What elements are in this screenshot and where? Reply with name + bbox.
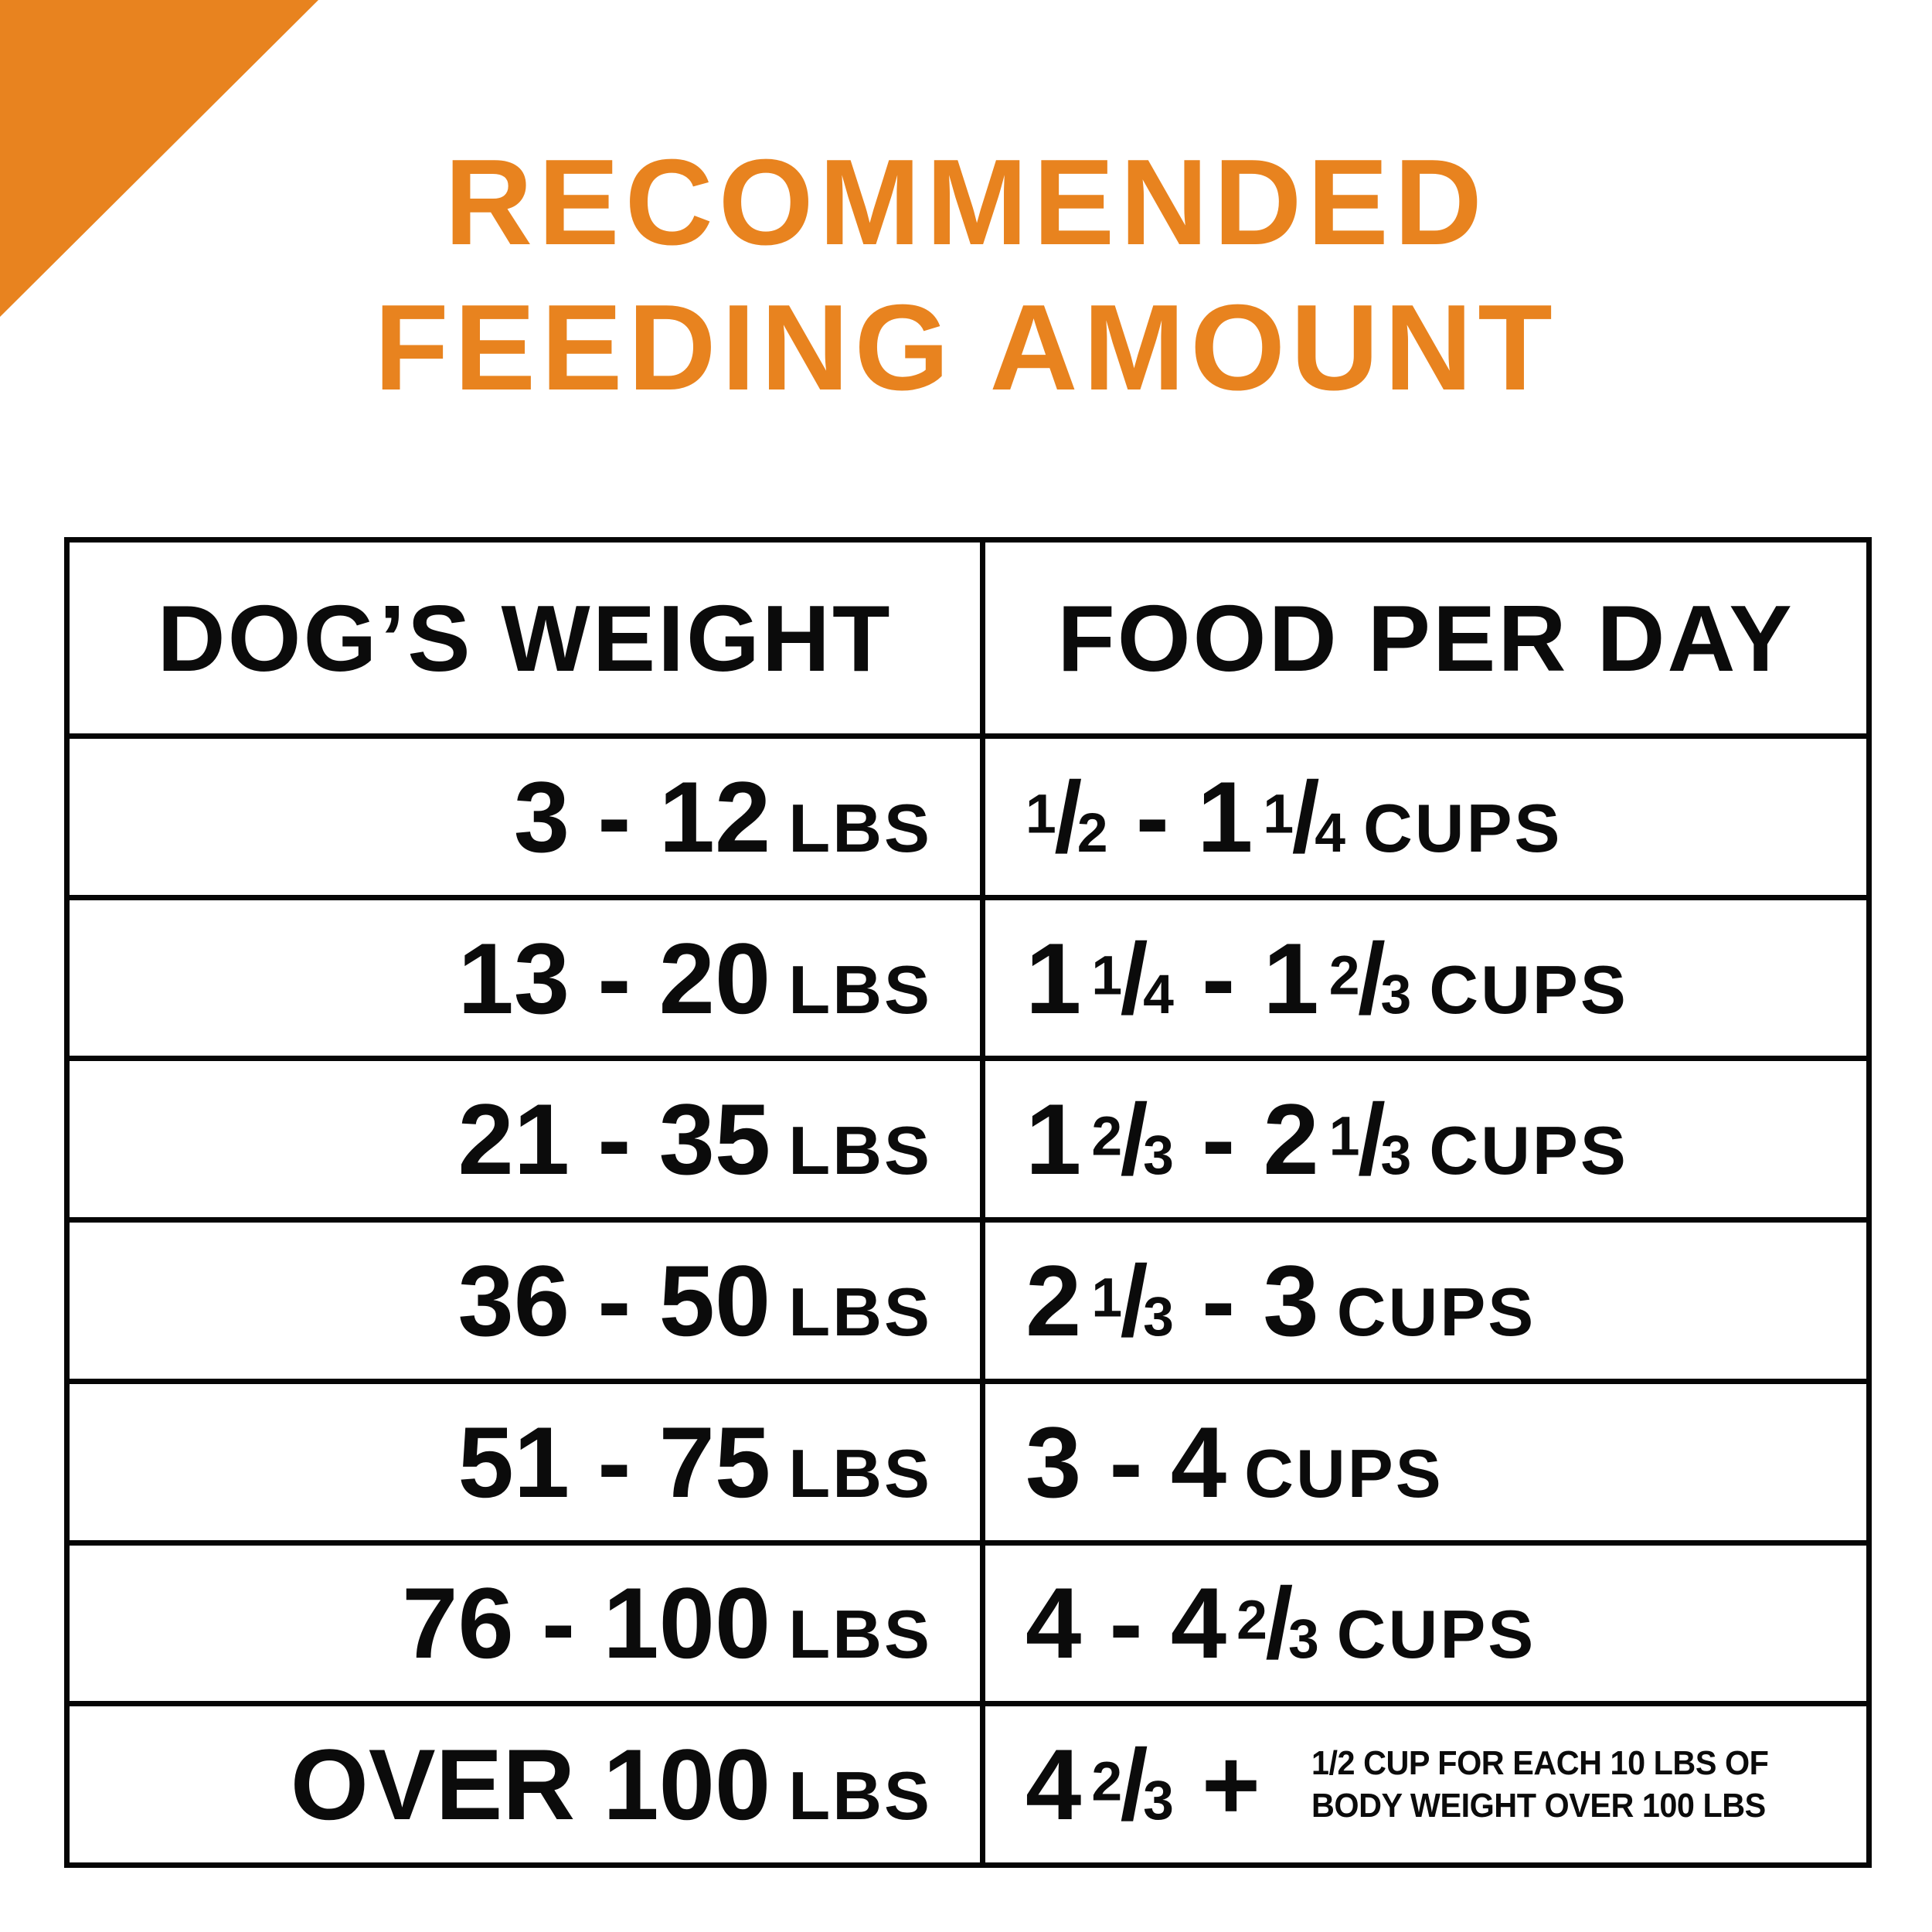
weight-cell: 51 - 75 LBS <box>70 1383 985 1540</box>
table-row: 51 - 75 LBS 3 - 4 CUPS <box>70 1378 1866 1540</box>
weight-unit: LBS <box>788 1112 932 1189</box>
table-row: 21 - 35 LBS 1 2/3 - 2 1/3 CUPS <box>70 1056 1866 1218</box>
weight-cell: 21 - 35 LBS <box>70 1061 985 1218</box>
weight-cell: 13 - 20 LBS <box>70 900 985 1056</box>
weight-value: 51 - 75 LBS <box>458 1404 933 1520</box>
weight-range: 51 - 75 <box>457 1405 771 1519</box>
fraction: 1/4 <box>1263 760 1345 873</box>
weight-value: 21 - 35 LBS <box>458 1081 933 1197</box>
weight-unit: LBS <box>788 1596 932 1673</box>
food-value: 4 - 4 2/3 CUPS <box>1026 1566 1536 1680</box>
food-value: 1 2/3 - 2 1/3 CUPS <box>1026 1083 1628 1196</box>
food-cell: 2 1/3 - 3 CUPS <box>985 1223 1866 1379</box>
fraction: 1/4 <box>1091 921 1174 1035</box>
food-unit: CUPS <box>1429 1112 1628 1189</box>
weight-range: OVER 100 <box>290 1728 771 1842</box>
table-row: 36 - 50 LBS 2 1/3 - 3 CUPS <box>70 1217 1866 1379</box>
weight-unit: LBS <box>788 1757 932 1835</box>
food-cell: 3 - 4 CUPS <box>985 1384 1866 1540</box>
header-cell-food: FOOD PER DAY <box>985 543 1866 733</box>
weight-value: 36 - 50 LBS <box>458 1243 933 1359</box>
weight-unit: LBS <box>788 1274 932 1351</box>
weight-cell: OVER 100 LBS <box>70 1706 985 1863</box>
header-label-food: FOOD PER DAY <box>1057 585 1794 691</box>
weight-unit: LBS <box>788 951 932 1028</box>
food-note-line1: 1/2 CUP FOR EACH 10 LBS OF <box>1311 1744 1769 1783</box>
fraction: 1/3 <box>1091 1244 1174 1358</box>
fraction: 2/3 <box>1328 921 1412 1035</box>
weight-value: 13 - 20 LBS <box>458 920 933 1036</box>
table-header-row: DOG’S WEIGHT FOOD PER DAY <box>70 543 1866 733</box>
table-row: 3 - 12 LBS 1/2 - 1 1/4 CUPS <box>70 733 1866 895</box>
fraction: 1/2 <box>1026 760 1108 873</box>
weight-value: OVER 100 LBS <box>291 1726 932 1842</box>
page-title-line2: FEEDING AMOUNT <box>374 280 1558 416</box>
weight-cell: 3 - 12 LBS <box>70 739 985 895</box>
food-value: 1/2 - 1 1/4 CUPS <box>1026 760 1563 873</box>
food-unit: CUPS <box>1336 1274 1536 1351</box>
food-unit: CUPS <box>1429 951 1628 1028</box>
food-cell: 1/2 - 1 1/4 CUPS <box>985 739 1866 895</box>
fraction: 2/3 <box>1091 1728 1174 1842</box>
food-unit: CUPS <box>1362 789 1563 866</box>
weight-cell: 36 - 50 LBS <box>70 1223 985 1379</box>
food-cell: 1 1/4 - 1 2/3 CUPS <box>985 900 1866 1056</box>
food-unit: CUPS <box>1244 1434 1444 1512</box>
fraction: 2/3 <box>1236 1566 1319 1680</box>
weight-range: 3 - 12 <box>513 760 771 873</box>
food-note-line2: BODY WEIGHT OVER 100 LBS <box>1311 1787 1766 1825</box>
food-value: 2 1/3 - 3 CUPS <box>1026 1244 1536 1358</box>
food-value: 1 1/4 - 1 2/3 CUPS <box>1026 921 1628 1035</box>
table-row: OVER 100 LBS 4 2/3 + 1/2 CUP FOR EACH 10 LBS… <box>70 1701 1866 1863</box>
weight-unit: LBS <box>788 789 932 866</box>
food-value: 4 2/3 + <box>1026 1728 1260 1842</box>
header-cell-weight: DOG’S WEIGHT <box>70 543 985 733</box>
table-row: 76 - 100 LBS 4 - 4 2/3 CUPS <box>70 1539 1866 1702</box>
header-label-weight: DOG’S WEIGHT <box>157 585 893 691</box>
fraction: 1/3 <box>1328 1083 1412 1196</box>
weight-range: 36 - 50 <box>457 1244 771 1358</box>
weight-value: 76 - 100 LBS <box>402 1565 932 1681</box>
weight-range: 76 - 100 <box>402 1566 771 1680</box>
page-title-line1: RECOMMENDED <box>444 134 1488 270</box>
weight-cell: 76 - 100 LBS <box>70 1545 985 1702</box>
weight-range: 21 - 35 <box>457 1083 771 1196</box>
weight-unit: LBS <box>788 1434 932 1512</box>
weight-value: 3 - 12 LBS <box>514 759 932 875</box>
food-cell: 1 2/3 - 2 1/3 CUPS <box>985 1061 1866 1217</box>
food-value: 3 - 4 CUPS <box>1026 1405 1444 1519</box>
weight-range: 13 - 20 <box>457 921 771 1035</box>
food-cell: 4 - 4 2/3 CUPS <box>985 1546 1866 1702</box>
fraction: 2/3 <box>1091 1083 1174 1196</box>
food-cell: 4 2/3 + 1/2 CUP FOR EACH 10 LBS OF BODY WEI… <box>985 1706 1866 1862</box>
table-row: 13 - 20 LBS 1 1/4 - 1 2/3 CUPS <box>70 894 1866 1056</box>
page-title: RECOMMENDED FEEDING AMOUNT <box>0 130 1932 420</box>
food-unit: CUPS <box>1336 1596 1536 1673</box>
food-note: 1/2 CUP FOR EACH 10 LBS OF BODY WEIGHT OV… <box>1311 1742 1769 1827</box>
feeding-table: DOG’S WEIGHT FOOD PER DAY 3 - 12 LBS 1/2 -… <box>64 537 1872 1868</box>
